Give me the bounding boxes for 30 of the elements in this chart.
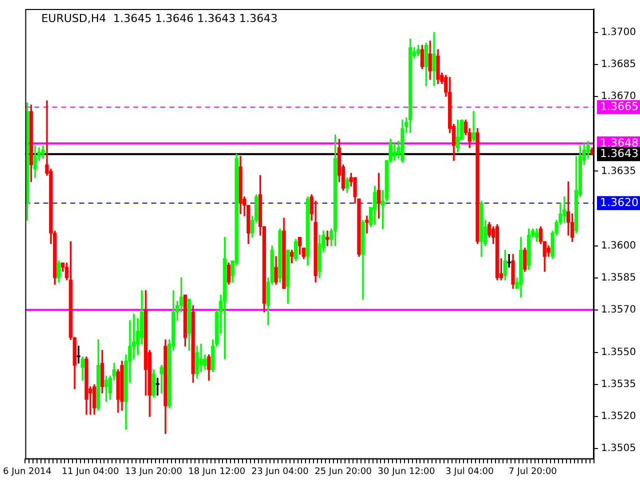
x-tick-label: 11 Jun 04:00	[62, 466, 120, 477]
ref-line-label: 1.3665	[600, 100, 638, 114]
y-tick-label: 1.3550	[601, 347, 636, 358]
x-tick-label: 6 Jun 2014	[2, 466, 52, 477]
x-tick-label: 7 Jul 20:00	[508, 466, 558, 477]
x-tick-label: 30 Jun 12:00	[378, 466, 436, 477]
candlestick	[472, 111, 476, 142]
ref-line-label: 1.3648	[600, 136, 638, 150]
y-tick-label: 1.3505	[601, 443, 636, 454]
y-tick-label: 1.3520	[601, 411, 636, 422]
candlestick	[76, 346, 80, 364]
y-tick-label: 1.3670	[601, 91, 636, 102]
candlestick	[199, 344, 203, 372]
x-tick-label: 18 Jun 12:00	[188, 466, 246, 477]
x-tick-label: 23 Jun 04:00	[251, 466, 309, 477]
candlestick	[156, 378, 160, 396]
y-tick-label: 1.3585	[601, 272, 636, 284]
ref-line-label: 1.3620	[600, 196, 638, 210]
y-tick-label: 1.3700	[601, 27, 636, 38]
x-tick-label: 13 Jun 20:00	[125, 466, 182, 477]
x-tick-label: 25 Jun 20:00	[314, 466, 372, 477]
x-tick-label: 3 Jul 04:00	[445, 466, 494, 477]
y-tick-label: 1.3570	[601, 304, 636, 316]
y-tick-label: 1.3600	[601, 240, 636, 252]
y-tick-label: 1.3685	[601, 59, 636, 70]
ref-line-label: 1.3643	[600, 146, 638, 160]
candlestick	[160, 364, 164, 394]
chart-title: EURUSD,H4 1.3645 1.3646 1.3643 1.3643	[41, 12, 278, 25]
y-tick-label: 1.3535	[601, 379, 636, 390]
y-tick-label: 1.3635	[601, 166, 636, 177]
